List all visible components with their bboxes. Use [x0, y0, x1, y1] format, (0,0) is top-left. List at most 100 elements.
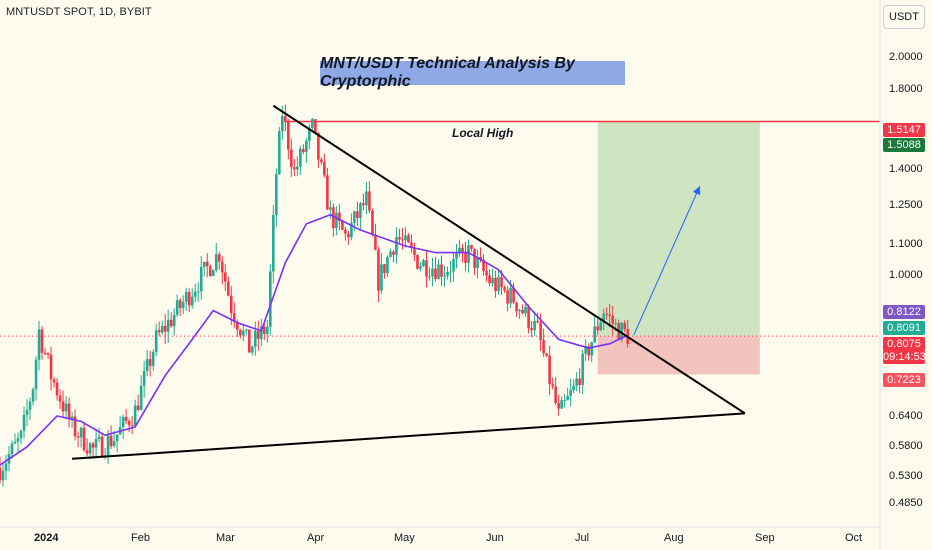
- candle-body: [422, 260, 425, 267]
- candle-body: [416, 255, 419, 269]
- candle-body: [37, 329, 41, 360]
- candle-body: [461, 247, 464, 252]
- candle-body: [338, 212, 341, 222]
- candle-body: [0, 468, 2, 481]
- candle-body: [253, 330, 257, 347]
- candle-body: [449, 271, 452, 273]
- candle-body: [287, 121, 290, 150]
- candle-body: [590, 342, 593, 356]
- candle-body: [79, 427, 83, 438]
- candle-body: [109, 435, 113, 447]
- candle-body: [34, 359, 38, 390]
- candle-body: [428, 276, 431, 278]
- candle-body: [623, 322, 627, 330]
- price-tick: 0.5300: [889, 470, 923, 482]
- candle-body: [302, 148, 305, 152]
- candle-body: [226, 281, 230, 296]
- candle-body: [581, 353, 584, 385]
- candle-body: [247, 329, 251, 353]
- candle-body: [49, 354, 53, 380]
- price-tag-entry: 0.8091: [883, 321, 925, 335]
- candle-body: [467, 245, 470, 263]
- candle-body: [73, 416, 77, 437]
- price-tick: 0.5800: [889, 440, 923, 452]
- time-tick: Sep: [755, 532, 775, 544]
- symbol-header: MNTUSDT SPOT, 1D, BYBIT: [6, 6, 152, 18]
- candle-body: [259, 326, 263, 339]
- candle-body: [608, 314, 611, 316]
- candle-body: [614, 323, 617, 325]
- time-tick: Apr: [307, 532, 325, 544]
- chart-title: MNT/USDT Technical Analysis By Cryptorph…: [320, 55, 575, 90]
- candle-body: [130, 425, 134, 427]
- candle-body: [620, 322, 624, 340]
- candle-body: [166, 319, 170, 332]
- local-high-label: Local High: [452, 126, 514, 140]
- candle-body: [70, 416, 74, 420]
- candle-body: [136, 405, 140, 410]
- candle-body: [533, 320, 536, 331]
- currency-unit-button[interactable]: USDT: [883, 5, 925, 29]
- candle-body: [133, 405, 137, 426]
- candle-body: [19, 430, 23, 439]
- candle-body: [314, 119, 317, 133]
- candle-body: [67, 403, 71, 420]
- candle-body: [299, 148, 302, 167]
- time-tick: Oct: [845, 532, 863, 544]
- candle-body: [464, 251, 467, 263]
- candle-body: [587, 346, 590, 356]
- candle-body: [40, 329, 44, 353]
- profit-zone: [597, 121, 760, 337]
- price-tick: 1.0000: [889, 269, 923, 281]
- candle-body: [575, 378, 578, 386]
- candle-body: [269, 271, 272, 327]
- time-tick: May: [394, 532, 415, 544]
- price-tick: 0.4850: [889, 497, 923, 509]
- candle-body: [151, 352, 155, 366]
- candle-body: [476, 257, 479, 268]
- candle-body: [374, 235, 377, 250]
- candle-body: [443, 275, 446, 277]
- candle-body: [266, 326, 269, 334]
- candle-body: [488, 275, 491, 284]
- candle-body: [160, 325, 164, 333]
- candle-body: [13, 441, 17, 444]
- candle-body: [25, 409, 29, 415]
- candle-body: [1, 470, 5, 481]
- candle-body: [175, 300, 179, 315]
- price-tick: 1.8000: [889, 83, 923, 95]
- candle-body: [578, 378, 581, 385]
- candle-body: [220, 261, 224, 273]
- candle-body: [593, 326, 596, 343]
- candle-body: [181, 301, 185, 308]
- candle-body: [281, 116, 284, 132]
- candle-body: [22, 414, 26, 431]
- candle-body: [596, 326, 599, 331]
- candle-body: [509, 287, 512, 304]
- candle-body: [572, 385, 575, 391]
- descending-trendline: [272, 104, 746, 415]
- price-tag-stop: 0.7223: [883, 373, 925, 387]
- candle-body: [275, 174, 278, 215]
- time-tick: Jun: [486, 532, 504, 544]
- price-tick: 1.1000: [889, 238, 923, 250]
- candle-body: [256, 330, 260, 339]
- candle-body: [211, 270, 215, 276]
- candle-body: [386, 256, 389, 274]
- candle-body: [184, 291, 188, 302]
- candle-body: [404, 235, 407, 241]
- candle-body: [347, 233, 350, 238]
- candle-body: [55, 382, 59, 396]
- candle-body: [139, 385, 143, 410]
- candle-body: [329, 207, 332, 210]
- candle-body: [145, 359, 149, 372]
- candle-body: [163, 325, 167, 332]
- candle-body: [545, 353, 548, 356]
- candle-body: [214, 254, 218, 271]
- candle-body: [497, 276, 500, 291]
- candle-body: [46, 353, 50, 355]
- time-tick: 2024: [34, 532, 59, 544]
- candle-body: [542, 340, 545, 354]
- candle-body: [563, 400, 566, 402]
